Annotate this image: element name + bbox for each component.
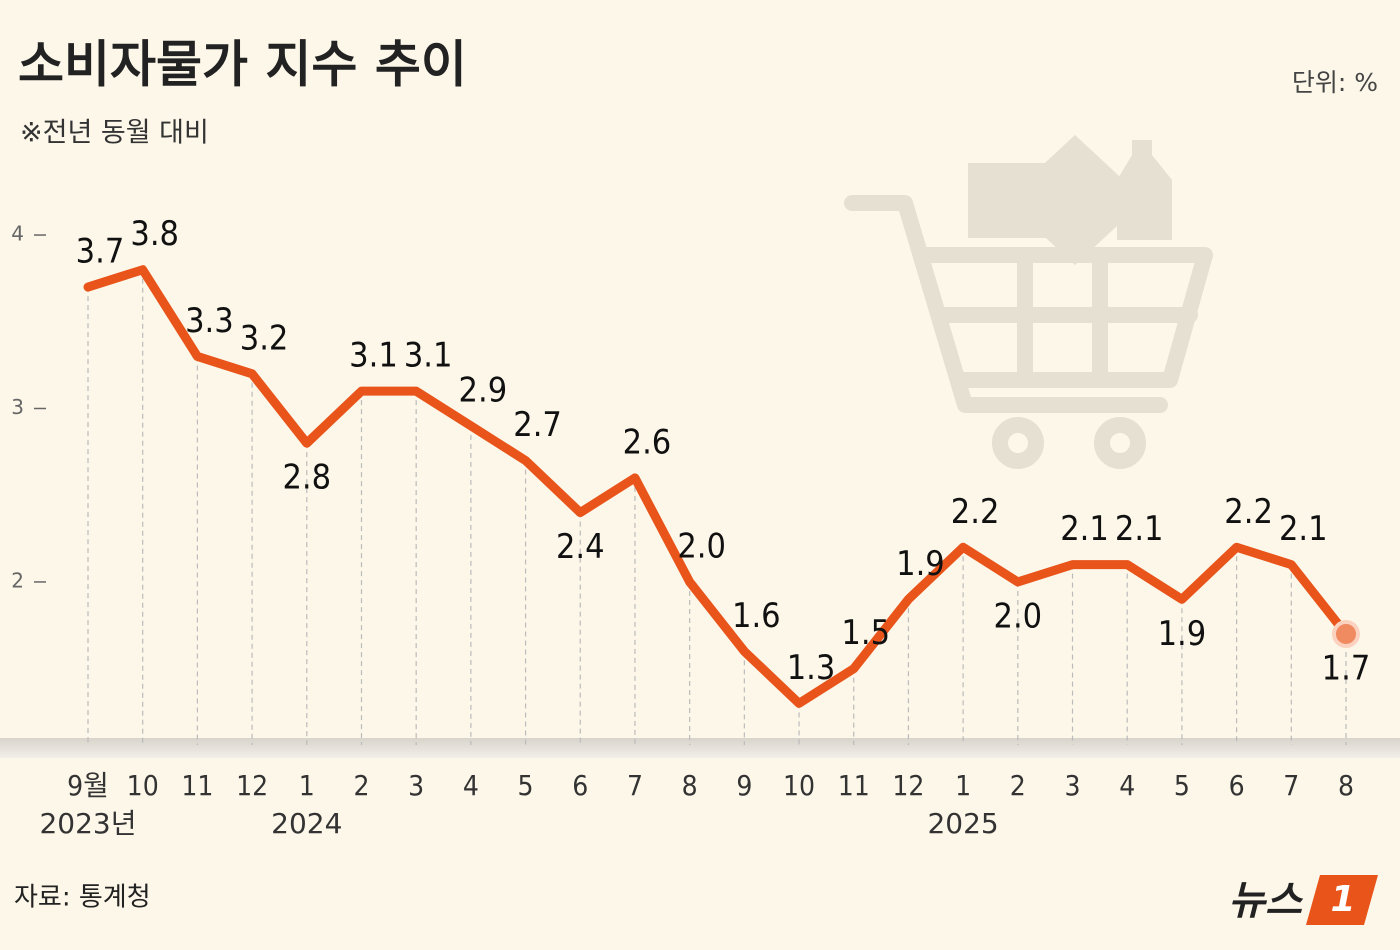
value-label: 1.7 [1322,648,1371,688]
x-tick-label: 8 [682,769,698,802]
value-label: 1.6 [732,596,781,636]
x-tick-label: 6 [1229,769,1245,802]
unit-label: 단위: % [1292,68,1378,97]
year-label: 2024 [271,807,342,840]
y-tick-label: 2 [11,568,24,592]
value-label: 2.7 [513,405,562,445]
value-label: 3.1 [404,336,453,376]
y-tick-label: 4 [11,222,24,246]
value-label: 3.1 [349,336,398,376]
subtitle: ※전년 동월 대비 [20,118,209,149]
value-label: 3.3 [185,301,234,341]
series-line [83,265,1351,708]
value-label: 3.7 [76,232,125,272]
x-tick-label: 1 [299,769,315,802]
x-tick-label: 3 [408,769,424,802]
x-tick-label: 3 [1065,769,1081,802]
value-label: 2.2 [1224,492,1273,532]
y-tick-label: 3 [11,395,24,419]
year-label: 2023년 [39,807,136,840]
value-label: 1.3 [787,648,836,688]
chart-title: 소비자물가 지수 추이 [18,36,467,94]
x-tick-label: 5 [1174,769,1190,802]
x-tick-label: 11 [181,769,213,802]
cart-goods [968,135,1172,265]
value-label: 1.9 [896,544,945,584]
logo-number: 1 [1330,879,1355,920]
value-label: 2.6 [623,422,672,462]
x-tick-label: 9월 [67,769,109,802]
year-label: 2025 [927,807,998,840]
value-label: 2.1 [1115,509,1164,549]
value-label: 2.0 [677,526,726,566]
value-label: 2.9 [459,370,508,410]
value-label: 2.1 [1279,509,1328,549]
value-label: 2.2 [951,492,1000,532]
x-tick-label: 7 [627,769,643,802]
logo-text: 뉴스 [1228,878,1304,924]
highlight-point [1332,619,1360,648]
x-tick-label: 8 [1338,769,1354,802]
x-tick-label: 5 [518,769,534,802]
baseline-band [0,738,1400,758]
value-label: 2.4 [556,527,605,567]
value-label: 3.8 [130,214,179,254]
x-tick-label: 2 [1010,769,1026,802]
x-tick-label: 4 [1119,769,1135,802]
x-tick-label: 4 [463,769,479,802]
value-label: 3.2 [240,318,289,358]
x-tick-label: 2 [353,769,369,802]
x-tick-label: 10 [127,769,159,802]
logo-badge [1306,875,1378,925]
value-label: 2.1 [1060,509,1109,549]
x-tick-label: 7 [1283,769,1299,802]
x-tick-label: 6 [572,769,588,802]
x-tick-label: 9 [736,769,752,802]
value-label: 2.8 [282,458,331,498]
x-tick-label: 12 [892,769,924,802]
value-label: 1.5 [841,613,890,653]
source: 자료: 통계청 [14,883,151,913]
value-label: 2.0 [994,596,1043,636]
x-tick-label: 11 [838,769,870,802]
value-label: 1.9 [1158,614,1207,654]
x-tick-label: 12 [236,769,268,802]
x-tick-label: 1 [955,769,971,802]
x-tick-label: 10 [783,769,815,802]
